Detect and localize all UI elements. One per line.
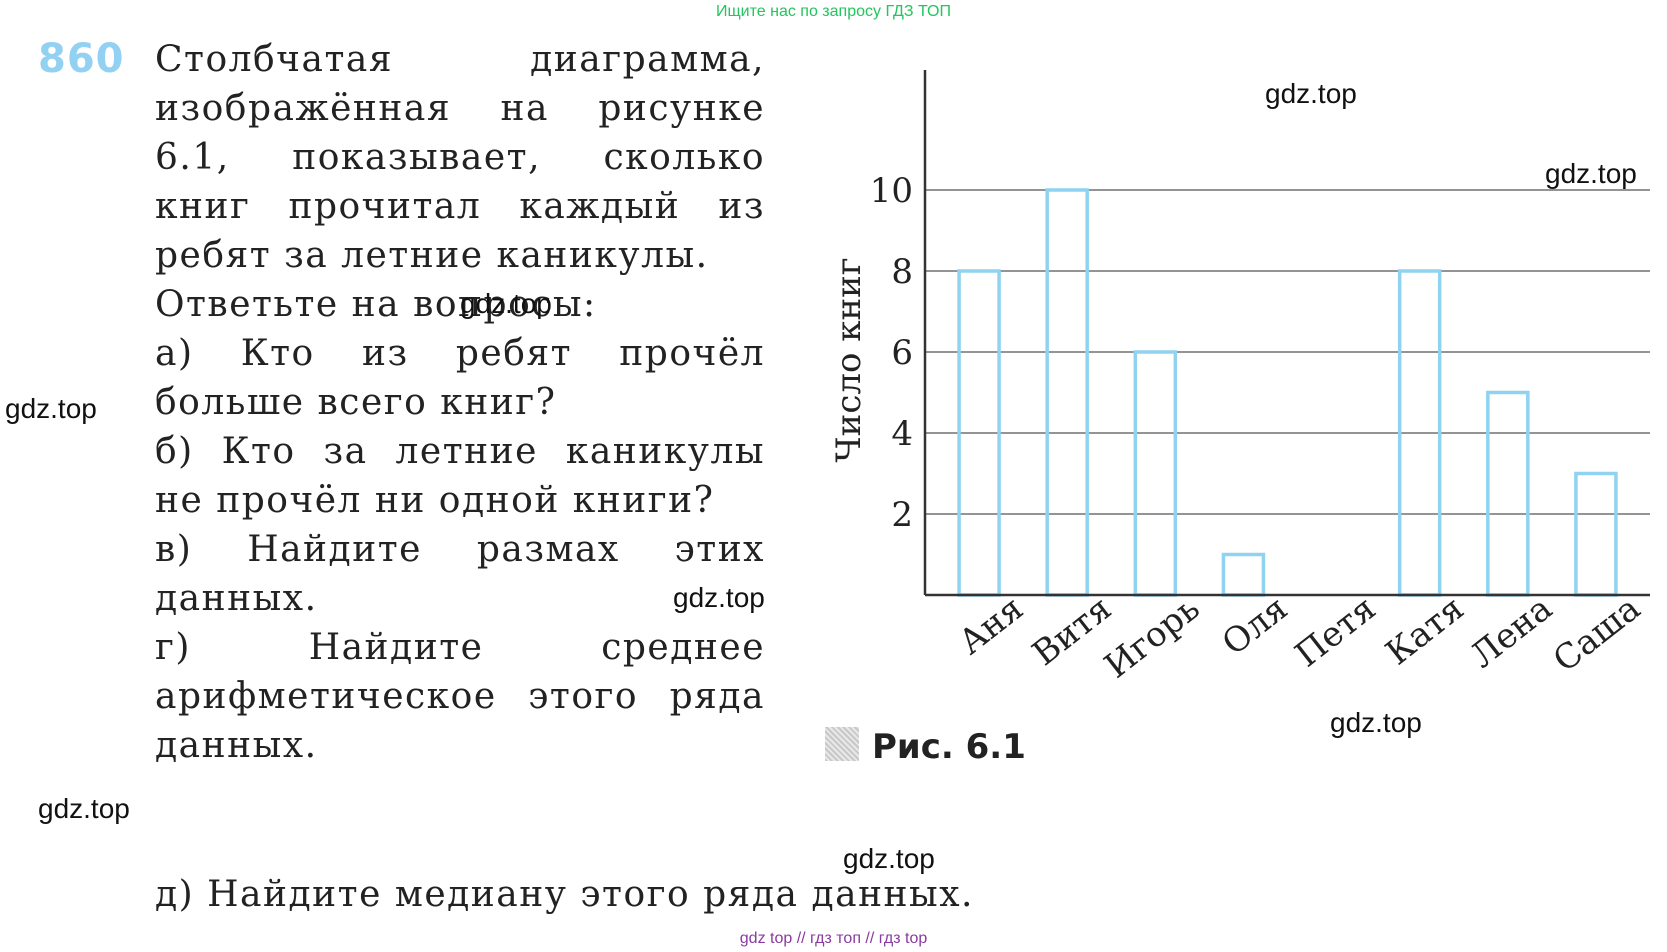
- axes: [923, 70, 1650, 597]
- figure-marker: [825, 727, 859, 761]
- y-tick-label: 10: [870, 171, 913, 211]
- y-tick-label: 4: [891, 414, 913, 454]
- watermark: gdz.top: [673, 582, 765, 613]
- watermark: gdz.top: [460, 288, 552, 319]
- x-tick-label: Аня: [951, 588, 1031, 663]
- watermark: gdz.top: [1330, 707, 1422, 738]
- question-a: а) Кто из ребят прочёл больше всего книг…: [155, 333, 765, 423]
- grid-lines: [925, 189, 1650, 515]
- x-tick-label: Катя: [1379, 588, 1472, 673]
- x-tick-label: Лена: [1463, 588, 1560, 676]
- question-g: г) Найдите среднее арифметическое этого …: [155, 627, 765, 766]
- top-banner: Ищите нас по запросу ГДЗ ТОП: [716, 3, 951, 20]
- bar-chart: Аня Витя Игорь Оля Петя Катя Лена Саша 2 4 6 8 10 Чис…: [820, 60, 1660, 690]
- bar-6: [1486, 390, 1530, 597]
- watermark: gdz.top: [1265, 78, 1357, 109]
- bar-3: [1221, 552, 1266, 597]
- problem-prompt: Ответьте на вопросы:: [155, 284, 597, 325]
- problem-intro: Столбчатая диаграмма, изображённая на ри…: [155, 39, 765, 276]
- footer: gdz top // гдз топ // гдз top: [739, 930, 928, 947]
- question-v: в) Найдите размах этих данных.: [155, 529, 765, 619]
- x-tick-label: Оля: [1215, 588, 1296, 663]
- y-tick-label: 2: [891, 495, 913, 535]
- x-tick-label: Саша: [1546, 588, 1648, 680]
- y-tick-label: 6: [891, 333, 913, 373]
- bar-7: [1574, 471, 1618, 597]
- watermark: gdz.top: [38, 793, 130, 824]
- bars: [957, 188, 1618, 597]
- bar-2: [1133, 350, 1178, 597]
- x-tick-label: Игорь: [1097, 588, 1207, 686]
- watermark: gdz.top: [1545, 158, 1637, 189]
- problem-number: 860: [38, 36, 125, 82]
- question-d: д) Найдите медиану этого ряда данных.: [155, 874, 974, 915]
- x-tick-label: Петя: [1288, 588, 1384, 675]
- watermark: gdz.top: [843, 843, 935, 874]
- figure-caption: Рис. 6.1: [872, 727, 1026, 767]
- question-b: б) Кто за летние каникулы не прочёл ни о…: [155, 431, 765, 521]
- y-axis-label: Число книг: [829, 257, 869, 462]
- watermark: gdz.top: [5, 393, 97, 424]
- y-tick-label: 8: [891, 252, 913, 292]
- problem-text: Столбчатая диаграмма, изображённая на ри…: [155, 35, 765, 770]
- bar-1: [1045, 188, 1089, 597]
